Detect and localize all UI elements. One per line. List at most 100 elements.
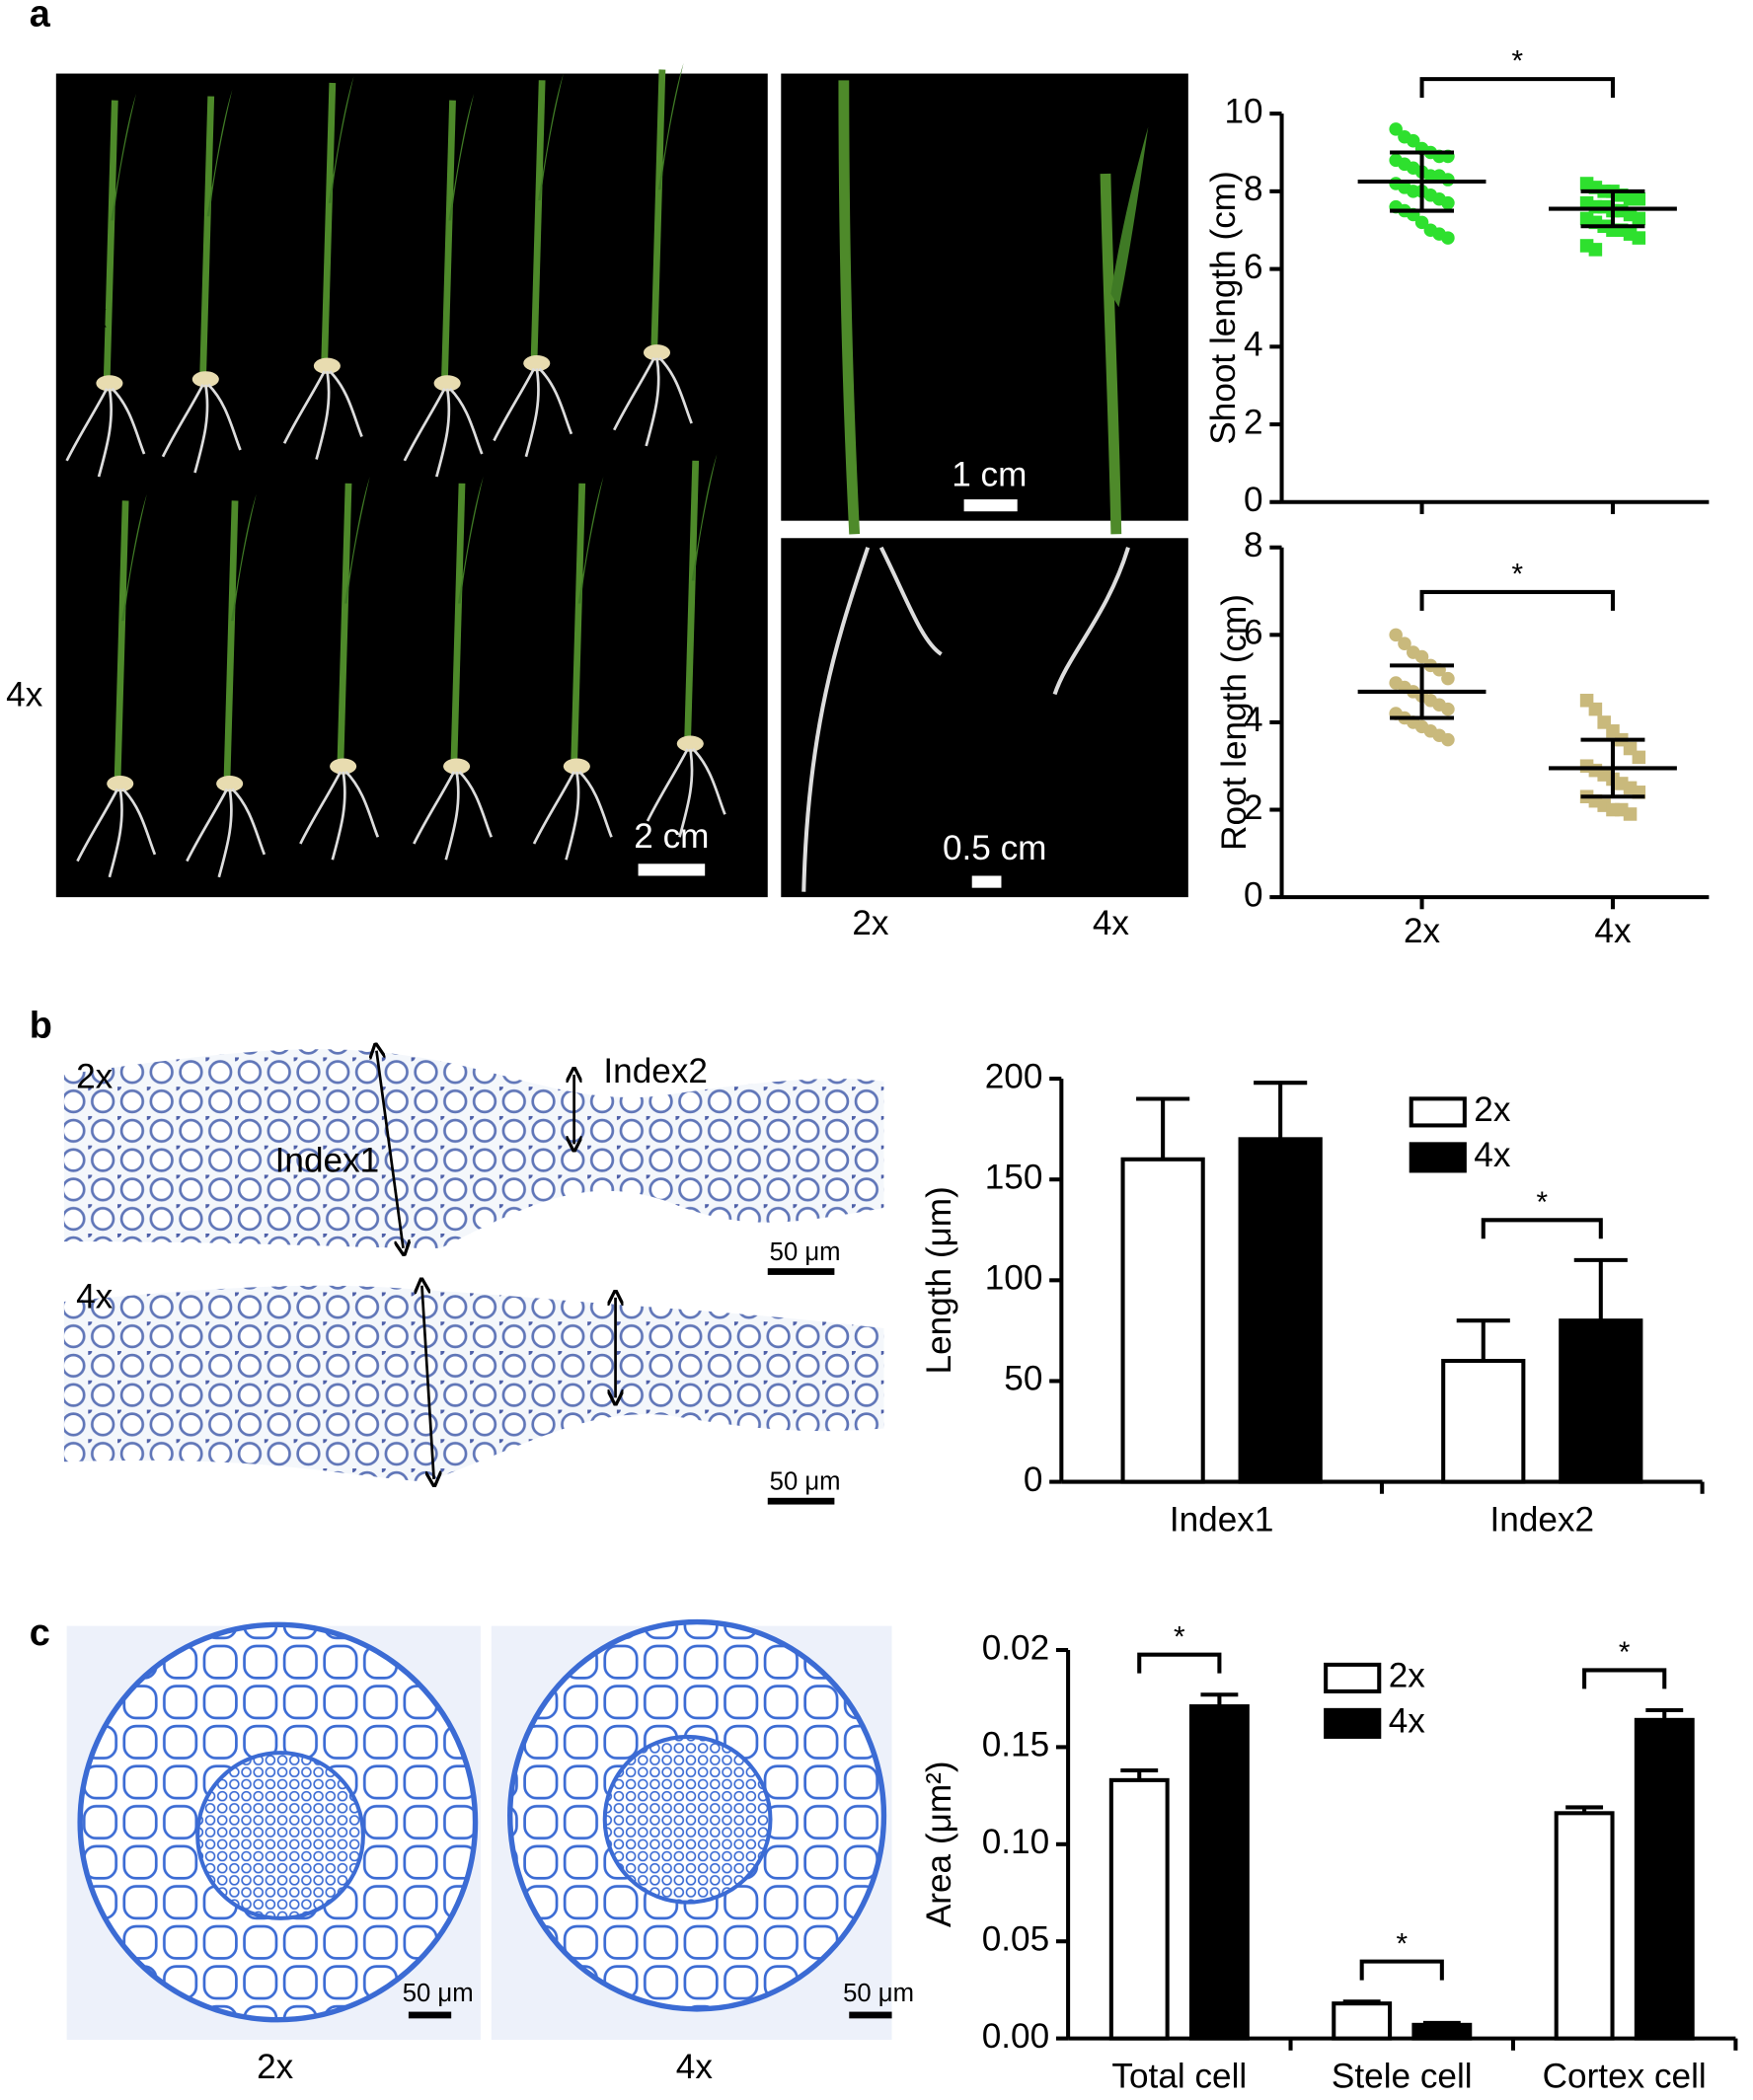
- bar: [1559, 1318, 1643, 1484]
- photo: [781, 538, 1188, 898]
- data-point: [1414, 215, 1429, 230]
- index-label: Index1: [275, 1142, 380, 1180]
- panel-label: c: [30, 1612, 50, 1654]
- x-tick-label: Cortex cell: [1543, 2057, 1707, 2095]
- scale-label: 1 cm: [952, 455, 1027, 493]
- y-tick-label: 10: [1224, 92, 1262, 130]
- bar: [1411, 2022, 1473, 2041]
- scale-bar: [963, 499, 1018, 512]
- bar: [1441, 1358, 1526, 1484]
- index-label: Index2: [603, 1052, 708, 1090]
- y-tick-label: 200: [985, 1057, 1043, 1095]
- bar: [1238, 1137, 1323, 1484]
- x-tick-label: Index2: [1490, 1500, 1595, 1538]
- y-tick-label: 8: [1244, 526, 1263, 564]
- y-tick-label: 0.00: [982, 2017, 1049, 2056]
- arrow: [421, 1286, 433, 1479]
- scale-bar: [638, 863, 706, 876]
- data-point: [1588, 702, 1603, 716]
- significance-bracket: [1419, 589, 1616, 611]
- y-tick-label: 0: [1244, 875, 1263, 914]
- scale-bar: [849, 2011, 892, 2019]
- column-label: 4x: [1093, 904, 1130, 942]
- data-point: [1441, 231, 1455, 245]
- y-axis-label: Shoot length (cm): [1204, 171, 1243, 444]
- data-point: [1389, 628, 1403, 642]
- y-axis-label: Root length (cm): [1215, 594, 1254, 851]
- y-tick-label: 0: [1024, 1461, 1043, 1499]
- y-tick-label: 50: [1004, 1360, 1042, 1398]
- y-tick-label: 0: [1244, 481, 1263, 519]
- data-point: [1623, 807, 1638, 821]
- panel-label: b: [30, 1006, 52, 1047]
- x-tick-label: Stele cell: [1332, 2057, 1473, 2095]
- data-point: [1632, 231, 1646, 245]
- data-point: [1632, 211, 1646, 226]
- y-tick-label: 0.02: [982, 1628, 1049, 1667]
- y-tick-label: 6: [1244, 614, 1263, 652]
- row-label: 4x: [76, 1278, 114, 1316]
- legend-label: 2x: [1474, 1090, 1511, 1129]
- legend-swatch: [1324, 1662, 1382, 1693]
- bar: [1554, 1811, 1615, 2041]
- photo: [55, 73, 768, 898]
- y-tick-label: 150: [985, 1158, 1043, 1196]
- data-point: [1398, 637, 1411, 650]
- scale-label: 0.5 cm: [943, 829, 1047, 867]
- y-tick-label: 0.05: [982, 1919, 1049, 1958]
- y-tick-label: 0.10: [982, 1823, 1049, 1861]
- y-tick-label: 100: [985, 1259, 1043, 1298]
- legend-label: 4x: [1474, 1136, 1511, 1174]
- data-point: [1441, 702, 1455, 716]
- scale-bar: [408, 2011, 452, 2019]
- x-tick-label: 4x: [1594, 912, 1632, 950]
- significance-label: *: [1511, 45, 1523, 78]
- bar: [1634, 1717, 1695, 2041]
- legend-label: 2x: [1389, 1657, 1426, 1695]
- panel-label: a: [30, 0, 51, 35]
- column-label: 2x: [852, 904, 889, 942]
- micrograph: [66, 1621, 481, 2040]
- y-tick-label: 4: [1244, 701, 1263, 739]
- y-tick-label: 4: [1244, 326, 1263, 364]
- significance-bracket: [1481, 1218, 1603, 1239]
- image-label: 4x: [676, 2048, 714, 2086]
- bar: [1120, 1157, 1205, 1484]
- significance-label: *: [1536, 1186, 1548, 1219]
- x-tick-label: Index1: [1170, 1500, 1274, 1538]
- scale-bar: [767, 1497, 835, 1505]
- bar: [1188, 1704, 1250, 2041]
- significance-bracket: [1359, 1959, 1444, 1981]
- significance-bracket: [1419, 77, 1616, 99]
- data-point: [1406, 133, 1420, 148]
- scale-label: 50 μm: [770, 1468, 841, 1496]
- significance-label: *: [1619, 1636, 1631, 1669]
- y-tick-label: 6: [1244, 248, 1263, 286]
- legend-label: 4x: [1389, 1702, 1426, 1741]
- significance-label: *: [1174, 1620, 1185, 1653]
- data-point: [1441, 195, 1455, 210]
- y-tick-label: 2: [1244, 403, 1263, 441]
- scale-bar: [971, 875, 1002, 888]
- seedlings: [67, 63, 1149, 892]
- data-point: [1632, 750, 1646, 765]
- data-point: [1588, 243, 1603, 257]
- scale-bar: [767, 1268, 835, 1275]
- x-tick-label: Total cell: [1111, 2057, 1247, 2095]
- y-tick-label: 2: [1244, 788, 1263, 827]
- y-tick-label: 0.15: [982, 1726, 1049, 1764]
- significance-bracket: [1582, 1668, 1667, 1689]
- micrograph: [63, 1049, 884, 1248]
- arrow: [376, 1051, 403, 1248]
- row-label: 4x: [6, 676, 43, 714]
- bar: [1108, 1777, 1170, 2041]
- scale-label: 50 μm: [403, 1980, 474, 2007]
- y-axis-label: Area (μm²): [920, 1761, 958, 1927]
- data-point: [1441, 671, 1455, 686]
- scale-label: 50 μm: [843, 1980, 914, 2007]
- row-label: 2x: [70, 296, 108, 335]
- legend-swatch: [1409, 1142, 1467, 1173]
- x-tick-label: 2x: [1404, 912, 1441, 950]
